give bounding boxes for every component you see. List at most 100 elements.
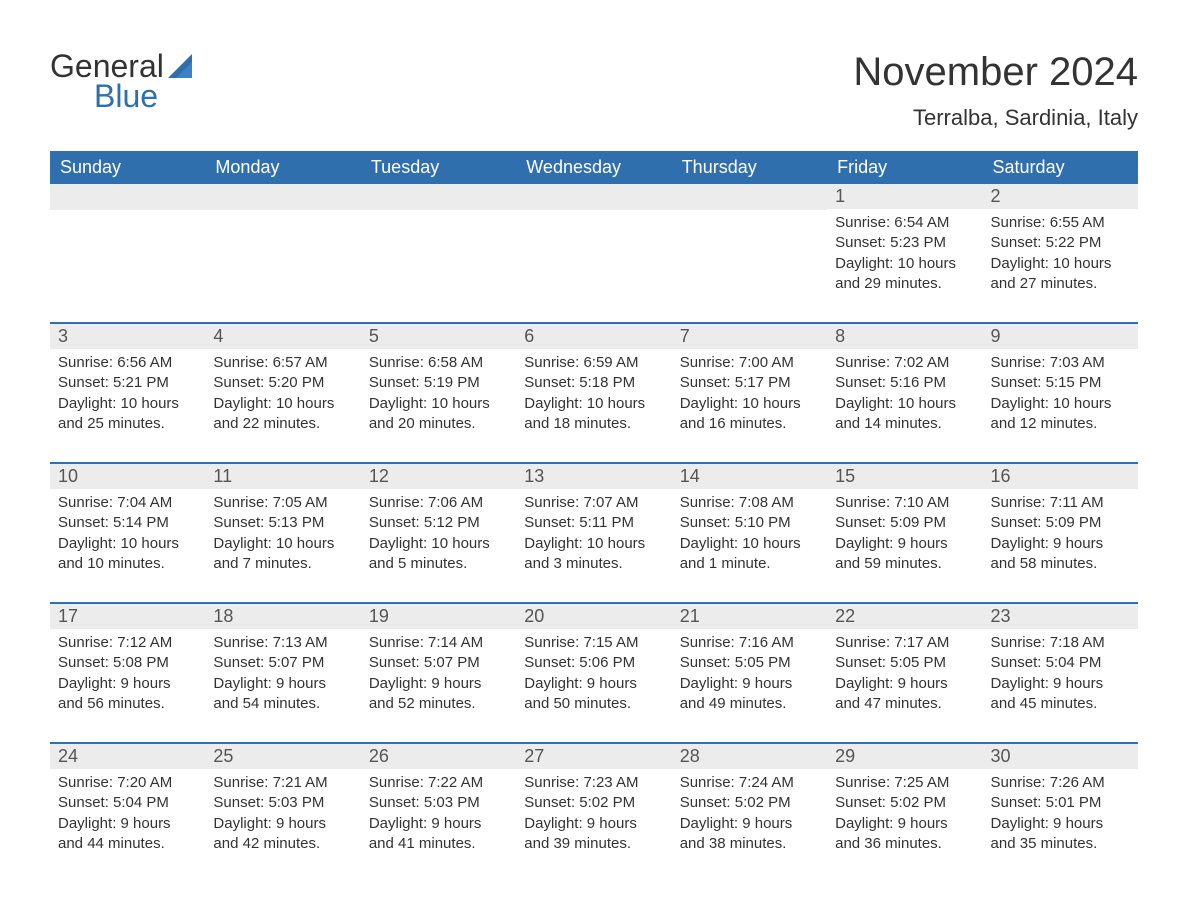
logo-word-blue: Blue bbox=[50, 80, 164, 112]
day-sunset: Sunset: 5:02 PM bbox=[680, 793, 819, 813]
weekday-label: Tuesday bbox=[361, 151, 516, 184]
day-sunset: Sunset: 5:13 PM bbox=[213, 513, 352, 533]
day-d1: Daylight: 10 hours bbox=[58, 394, 197, 414]
day-body: Sunrise: 7:18 AMSunset: 5:04 PMDaylight:… bbox=[983, 629, 1138, 718]
day-body: Sunrise: 7:02 AMSunset: 5:16 PMDaylight:… bbox=[827, 349, 982, 438]
day-sunrise: Sunrise: 7:07 AM bbox=[524, 493, 663, 513]
day-number: 12 bbox=[361, 464, 516, 489]
week-row: 17Sunrise: 7:12 AMSunset: 5:08 PMDayligh… bbox=[50, 602, 1138, 718]
day-body: Sunrise: 7:07 AMSunset: 5:11 PMDaylight:… bbox=[516, 489, 671, 578]
day-body: Sunrise: 7:04 AMSunset: 5:14 PMDaylight:… bbox=[50, 489, 205, 578]
day-body: Sunrise: 7:25 AMSunset: 5:02 PMDaylight:… bbox=[827, 769, 982, 858]
day-d1: Daylight: 9 hours bbox=[58, 674, 197, 694]
day-sunrise: Sunrise: 7:22 AM bbox=[369, 773, 508, 793]
day-body: Sunrise: 7:26 AMSunset: 5:01 PMDaylight:… bbox=[983, 769, 1138, 858]
day-d1: Daylight: 9 hours bbox=[58, 814, 197, 834]
day-body: Sunrise: 7:14 AMSunset: 5:07 PMDaylight:… bbox=[361, 629, 516, 718]
day-number-empty bbox=[672, 184, 827, 210]
day-body: Sunrise: 7:21 AMSunset: 5:03 PMDaylight:… bbox=[205, 769, 360, 858]
day-d2: and 44 minutes. bbox=[58, 834, 197, 854]
day-sunrise: Sunrise: 6:56 AM bbox=[58, 353, 197, 373]
day-number: 24 bbox=[50, 744, 205, 769]
day-sunrise: Sunrise: 7:25 AM bbox=[835, 773, 974, 793]
day-body: Sunrise: 6:56 AMSunset: 5:21 PMDaylight:… bbox=[50, 349, 205, 438]
day-d1: Daylight: 9 hours bbox=[369, 674, 508, 694]
day-d1: Daylight: 10 hours bbox=[680, 394, 819, 414]
day-sunrise: Sunrise: 7:11 AM bbox=[991, 493, 1130, 513]
day-d1: Daylight: 10 hours bbox=[524, 534, 663, 554]
day-d1: Daylight: 9 hours bbox=[213, 814, 352, 834]
day-cell: 8Sunrise: 7:02 AMSunset: 5:16 PMDaylight… bbox=[827, 324, 982, 438]
day-d2: and 3 minutes. bbox=[524, 554, 663, 574]
day-number: 6 bbox=[516, 324, 671, 349]
day-d2: and 56 minutes. bbox=[58, 694, 197, 714]
day-cell bbox=[50, 184, 205, 298]
day-sunrise: Sunrise: 7:10 AM bbox=[835, 493, 974, 513]
day-cell: 13Sunrise: 7:07 AMSunset: 5:11 PMDayligh… bbox=[516, 464, 671, 578]
day-body: Sunrise: 7:16 AMSunset: 5:05 PMDaylight:… bbox=[672, 629, 827, 718]
day-body: Sunrise: 7:12 AMSunset: 5:08 PMDaylight:… bbox=[50, 629, 205, 718]
day-sunset: Sunset: 5:15 PM bbox=[991, 373, 1130, 393]
day-body: Sunrise: 7:10 AMSunset: 5:09 PMDaylight:… bbox=[827, 489, 982, 578]
day-d1: Daylight: 10 hours bbox=[369, 534, 508, 554]
day-d1: Daylight: 9 hours bbox=[835, 674, 974, 694]
day-cell bbox=[672, 184, 827, 298]
day-body: Sunrise: 7:22 AMSunset: 5:03 PMDaylight:… bbox=[361, 769, 516, 858]
day-body: Sunrise: 7:23 AMSunset: 5:02 PMDaylight:… bbox=[516, 769, 671, 858]
day-number: 7 bbox=[672, 324, 827, 349]
day-sunset: Sunset: 5:05 PM bbox=[835, 653, 974, 673]
day-cell: 6Sunrise: 6:59 AMSunset: 5:18 PMDaylight… bbox=[516, 324, 671, 438]
day-d1: Daylight: 10 hours bbox=[991, 394, 1130, 414]
day-cell: 5Sunrise: 6:58 AMSunset: 5:19 PMDaylight… bbox=[361, 324, 516, 438]
day-d1: Daylight: 9 hours bbox=[680, 814, 819, 834]
day-sunrise: Sunrise: 7:00 AM bbox=[680, 353, 819, 373]
day-d2: and 5 minutes. bbox=[369, 554, 508, 574]
day-sunrise: Sunrise: 7:13 AM bbox=[213, 633, 352, 653]
day-d2: and 7 minutes. bbox=[213, 554, 352, 574]
day-d1: Daylight: 9 hours bbox=[835, 814, 974, 834]
day-d1: Daylight: 10 hours bbox=[524, 394, 663, 414]
weekday-header-row: SundayMondayTuesdayWednesdayThursdayFrid… bbox=[50, 151, 1138, 184]
day-sunset: Sunset: 5:09 PM bbox=[991, 513, 1130, 533]
day-cell: 18Sunrise: 7:13 AMSunset: 5:07 PMDayligh… bbox=[205, 604, 360, 718]
day-sunrise: Sunrise: 6:54 AM bbox=[835, 213, 974, 233]
week-row: 3Sunrise: 6:56 AMSunset: 5:21 PMDaylight… bbox=[50, 322, 1138, 438]
day-sunrise: Sunrise: 6:57 AM bbox=[213, 353, 352, 373]
day-cell: 10Sunrise: 7:04 AMSunset: 5:14 PMDayligh… bbox=[50, 464, 205, 578]
day-cell: 15Sunrise: 7:10 AMSunset: 5:09 PMDayligh… bbox=[827, 464, 982, 578]
day-number: 1 bbox=[827, 184, 982, 209]
day-sunrise: Sunrise: 7:17 AM bbox=[835, 633, 974, 653]
day-cell: 22Sunrise: 7:17 AMSunset: 5:05 PMDayligh… bbox=[827, 604, 982, 718]
day-sunrise: Sunrise: 7:06 AM bbox=[369, 493, 508, 513]
day-number: 11 bbox=[205, 464, 360, 489]
day-sunrise: Sunrise: 7:23 AM bbox=[524, 773, 663, 793]
day-number: 8 bbox=[827, 324, 982, 349]
week-row: 1Sunrise: 6:54 AMSunset: 5:23 PMDaylight… bbox=[50, 184, 1138, 298]
day-cell: 14Sunrise: 7:08 AMSunset: 5:10 PMDayligh… bbox=[672, 464, 827, 578]
day-number: 27 bbox=[516, 744, 671, 769]
day-sunrise: Sunrise: 7:18 AM bbox=[991, 633, 1130, 653]
day-sunrise: Sunrise: 7:12 AM bbox=[58, 633, 197, 653]
day-d1: Daylight: 10 hours bbox=[991, 254, 1130, 274]
day-sunset: Sunset: 5:22 PM bbox=[991, 233, 1130, 253]
day-cell: 9Sunrise: 7:03 AMSunset: 5:15 PMDaylight… bbox=[983, 324, 1138, 438]
day-cell: 11Sunrise: 7:05 AMSunset: 5:13 PMDayligh… bbox=[205, 464, 360, 578]
day-d2: and 38 minutes. bbox=[680, 834, 819, 854]
day-cell: 24Sunrise: 7:20 AMSunset: 5:04 PMDayligh… bbox=[50, 744, 205, 858]
day-sunset: Sunset: 5:20 PM bbox=[213, 373, 352, 393]
day-d1: Daylight: 9 hours bbox=[835, 534, 974, 554]
day-body: Sunrise: 6:59 AMSunset: 5:18 PMDaylight:… bbox=[516, 349, 671, 438]
day-d2: and 14 minutes. bbox=[835, 414, 974, 434]
day-sunrise: Sunrise: 7:24 AM bbox=[680, 773, 819, 793]
day-cell: 7Sunrise: 7:00 AMSunset: 5:17 PMDaylight… bbox=[672, 324, 827, 438]
day-sunset: Sunset: 5:11 PM bbox=[524, 513, 663, 533]
day-body: Sunrise: 7:08 AMSunset: 5:10 PMDaylight:… bbox=[672, 489, 827, 578]
day-cell: 28Sunrise: 7:24 AMSunset: 5:02 PMDayligh… bbox=[672, 744, 827, 858]
day-number: 25 bbox=[205, 744, 360, 769]
day-d2: and 58 minutes. bbox=[991, 554, 1130, 574]
day-body: Sunrise: 7:00 AMSunset: 5:17 PMDaylight:… bbox=[672, 349, 827, 438]
day-sunset: Sunset: 5:18 PM bbox=[524, 373, 663, 393]
day-d2: and 10 minutes. bbox=[58, 554, 197, 574]
day-sunrise: Sunrise: 7:16 AM bbox=[680, 633, 819, 653]
weekday-label: Thursday bbox=[672, 151, 827, 184]
